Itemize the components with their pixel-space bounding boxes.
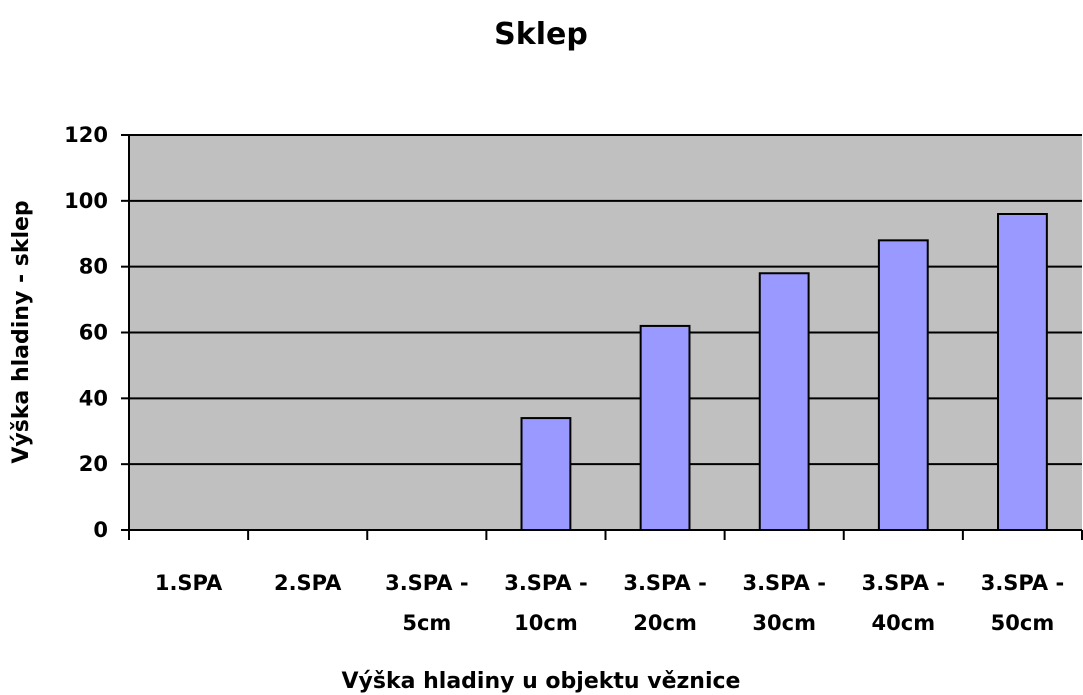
x-axis-title: Výška hladiny u objektu věznice — [342, 669, 741, 694]
x-tick-label: 3.SPA - — [862, 571, 945, 595]
bar — [639, 324, 691, 531]
y-tick-label: 0 — [93, 518, 108, 542]
chart-title: Sklep — [494, 17, 588, 52]
y-tick-label: 20 — [79, 452, 108, 476]
bar — [877, 239, 929, 531]
gridlines — [129, 134, 1082, 466]
y-tick-label: 80 — [79, 255, 108, 279]
axes — [121, 134, 1083, 540]
x-tick-label: 3.SPA - — [504, 571, 587, 595]
bar — [997, 213, 1048, 531]
x-tick-label: 3.SPA - — [981, 571, 1064, 595]
x-tick-label: 50cm — [991, 611, 1055, 635]
x-tick-label: 3.SPA - — [623, 571, 706, 595]
y-tick-labels: 0 20 40 60 80 100 120 — [64, 123, 108, 542]
x-tick-label: 5cm — [402, 611, 451, 635]
y-tick-label: 100 — [64, 189, 108, 213]
y-axis-title: Výška hladiny - sklep — [9, 200, 34, 463]
bars — [520, 213, 1048, 532]
x-tick-label: 30cm — [752, 611, 816, 635]
bar — [758, 272, 810, 531]
y-tick-label: 120 — [64, 123, 108, 147]
x-tick-label: 1.SPA — [155, 571, 223, 595]
x-tick-label: 3.SPA - — [385, 571, 468, 595]
x-tick-labels: 1.SPA 2.SPA 3.SPA - 5cm 3.SPA - 10cm 3.SPA - 20… — [155, 571, 1064, 635]
x-tick-label: 10cm — [514, 611, 578, 635]
x-tick-label: 2.SPA — [274, 571, 342, 595]
x-tick-label: 20cm — [633, 611, 697, 635]
x-tick-label: 40cm — [872, 611, 936, 635]
x-tick-label: 3.SPA - — [742, 571, 825, 595]
y-tick-label: 60 — [79, 321, 108, 345]
bar — [520, 417, 572, 532]
y-tick-label: 40 — [79, 386, 108, 410]
